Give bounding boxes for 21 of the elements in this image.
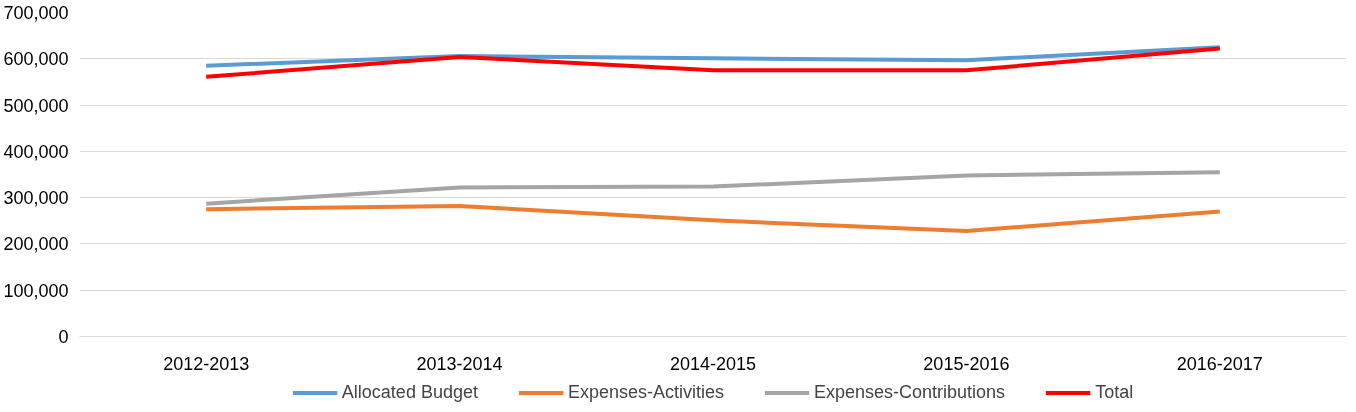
y-tick-label: 0 (58, 327, 69, 347)
line-series (204, 203, 1222, 233)
line-series (204, 46, 1222, 79)
x-tick-label: 2012-2013 (163, 353, 250, 374)
line-series (204, 45, 1222, 68)
legend-label: Expenses-Activities (567, 381, 725, 403)
y-tick-label: 400,000 (3, 141, 69, 162)
line-series (204, 170, 1222, 206)
y-tick-label: 300,000 (3, 188, 69, 209)
y-tick-label: 700,000 (3, 3, 69, 23)
x-tick-label: 2015-2016 (923, 353, 1010, 374)
legend-label: Total (1095, 381, 1134, 403)
y-tick-label: 100,000 (3, 280, 69, 301)
legend-label: Expenses-Contributions (814, 381, 1006, 403)
x-tick-label: 2016-2017 (1176, 353, 1263, 374)
legend-label: Allocated Budget (341, 381, 478, 403)
y-tick-label: 600,000 (3, 49, 69, 70)
x-tick-label: 2014-2015 (669, 353, 757, 374)
y-tick-label: 500,000 (3, 95, 69, 116)
x-tick-label: 2013-2014 (416, 353, 503, 374)
y-tick-label: 200,000 (3, 234, 69, 255)
